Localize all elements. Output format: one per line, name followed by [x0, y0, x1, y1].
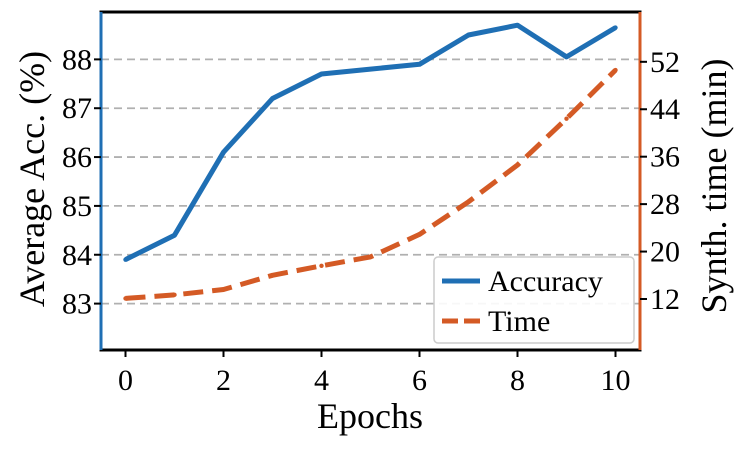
data-point-accuracy — [172, 233, 177, 238]
data-point-time — [515, 162, 520, 168]
data-point-accuracy — [270, 96, 275, 101]
legend-label-accuracy: Accuracy — [488, 265, 603, 298]
data-point-time — [417, 232, 422, 237]
left-y-axis-title: Average Acc. (%) — [12, 51, 52, 307]
data-point-time — [270, 273, 275, 278]
left-y-tick-label: 86 — [62, 141, 92, 174]
left-y-tick-label: 84 — [62, 239, 92, 272]
data-point-accuracy — [221, 149, 226, 155]
data-point-accuracy — [417, 62, 422, 67]
x-tick-label: 0 — [118, 364, 133, 397]
data-point-time — [123, 296, 128, 301]
data-point-time — [368, 254, 373, 260]
x-axis-title: Epochs — [317, 396, 423, 436]
legend-label-time: Time — [488, 305, 550, 338]
legend: Accuracy Time — [433, 256, 635, 344]
right-y-tick-label: 52 — [650, 46, 680, 79]
series-layer — [123, 22, 618, 301]
x-tick-label: 4 — [314, 364, 329, 397]
x-tick-label: 6 — [412, 364, 427, 397]
left-y-tick-label: 87 — [62, 92, 92, 125]
data-point-accuracy — [368, 66, 373, 72]
left-y-tick-label: 85 — [62, 190, 92, 223]
x-axis-ticks: 0 2 4 6 8 10 — [118, 350, 631, 397]
left-y-tick-label: 88 — [62, 43, 92, 76]
right-y-axis-ticks: 12 20 28 36 44 52 — [640, 46, 680, 316]
data-point-time — [466, 199, 471, 204]
x-tick-label: 2 — [216, 364, 231, 397]
left-y-axis-ticks: 83 84 85 86 87 88 — [62, 43, 101, 321]
x-tick-label: 8 — [510, 364, 525, 397]
left-y-tick-label: 83 — [62, 288, 92, 321]
right-y-tick-label: 20 — [650, 236, 680, 269]
data-point-time — [221, 287, 226, 292]
data-point-time — [319, 263, 324, 268]
data-point-accuracy — [319, 71, 324, 77]
data-point-accuracy — [123, 257, 128, 262]
data-point-accuracy — [613, 25, 618, 30]
legend-box — [433, 256, 635, 344]
data-point-accuracy — [466, 32, 471, 38]
x-tick-label: 10 — [601, 364, 631, 397]
right-y-tick-label: 12 — [650, 283, 680, 316]
data-point-time — [613, 67, 618, 73]
data-point-accuracy — [515, 22, 520, 28]
series-line-accuracy — [124, 22, 617, 262]
right-y-tick-label: 44 — [650, 93, 680, 126]
right-y-tick-label: 28 — [650, 188, 680, 221]
right-y-tick-label: 36 — [650, 141, 680, 174]
data-point-accuracy — [564, 54, 569, 60]
right-y-axis-title: Synth. time (min) — [694, 59, 734, 314]
data-point-time — [564, 116, 569, 121]
data-point-time — [172, 292, 177, 298]
